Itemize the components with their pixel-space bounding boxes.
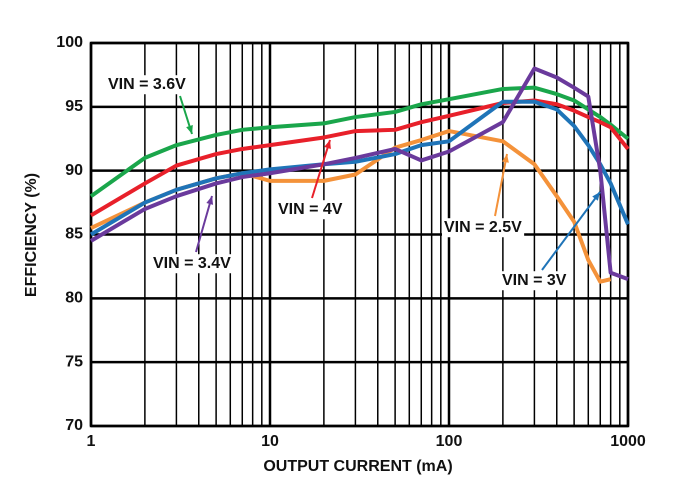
y-tick-label: 80 — [65, 290, 83, 307]
y-tick-label: 70 — [65, 417, 83, 434]
x-tick-label: 10 — [261, 433, 279, 450]
annotation-arrow — [541, 191, 601, 271]
annotation-arrowhead — [501, 154, 509, 163]
label-background — [151, 254, 234, 274]
annotation-arrowhead — [324, 140, 331, 149]
y-tick-label: 95 — [65, 98, 83, 115]
y-tick-label: 75 — [65, 353, 83, 370]
label-background — [500, 271, 569, 291]
label-background — [106, 75, 189, 95]
y-axis-label: EFFICIENCY (%) — [23, 173, 40, 297]
y-tick-label: 100 — [56, 34, 83, 51]
series-line — [89, 98, 630, 218]
y-tick-label: 90 — [65, 162, 83, 179]
legend-label: VIN = 4V — [278, 201, 343, 218]
x-tick-label: 1000 — [610, 433, 646, 450]
annotation-arrowhead — [186, 125, 193, 134]
series-line — [89, 99, 630, 237]
annotation-arrowhead — [206, 196, 214, 205]
annotation-arrowhead — [592, 192, 600, 201]
x-axis-label: OUTPUT CURRENT (mA) — [263, 458, 452, 475]
legend-label: VIN = 3.4V — [153, 255, 231, 272]
series-line — [89, 66, 629, 282]
legend-label: VIN = 2.5V — [444, 219, 522, 236]
legend-label: VIN = 3.6V — [108, 76, 186, 93]
legend-label: VIN = 3V — [502, 272, 567, 289]
annotation-arrow — [311, 139, 331, 199]
label-background — [442, 218, 525, 238]
x-tick-label: 100 — [436, 433, 463, 450]
x-tick-label: 1 — [87, 433, 96, 450]
series-line — [89, 85, 630, 198]
annotation-arrow — [195, 195, 213, 253]
y-tick-label: 85 — [65, 226, 83, 243]
annotation-arrow — [494, 153, 508, 217]
label-background — [276, 200, 345, 220]
